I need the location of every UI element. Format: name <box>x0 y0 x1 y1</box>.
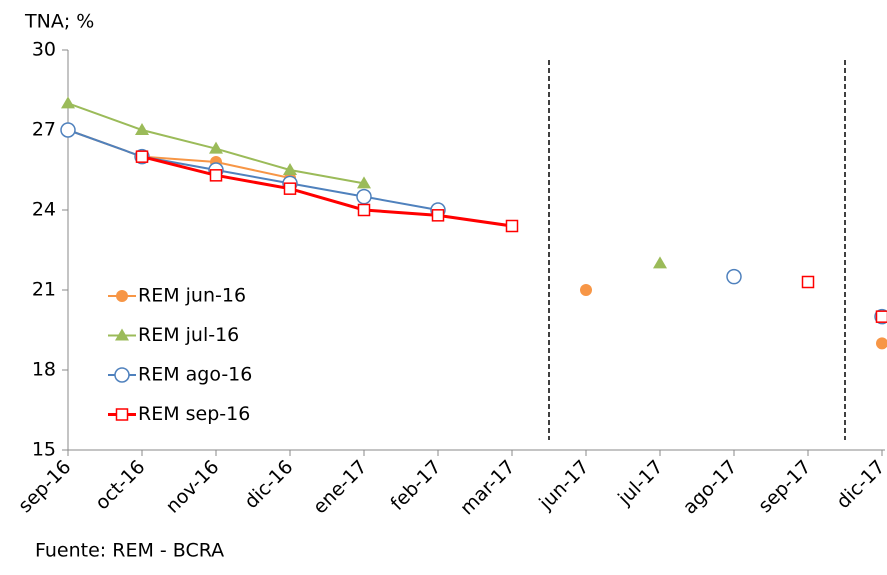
point <box>61 96 75 109</box>
x-tick-label: dic-17 <box>832 456 887 513</box>
legend-label: REM ago-16 <box>138 364 252 386</box>
point <box>357 176 371 189</box>
y-tick-label: 27 <box>32 119 56 141</box>
legend-item: REM jul-16 <box>108 324 239 346</box>
y-tick-label: 21 <box>32 279 56 301</box>
x-tick-label: nov-16 <box>162 456 224 518</box>
legend-item: REM ago-16 <box>108 364 252 386</box>
point <box>283 163 297 175</box>
point <box>115 328 129 341</box>
x-tick-label: sep-16 <box>14 456 75 517</box>
chart-title: TNA; % <box>24 11 94 33</box>
point <box>876 337 887 350</box>
point <box>209 141 223 154</box>
point <box>801 275 815 289</box>
legend-item: REM jun-16 <box>108 285 246 307</box>
point <box>431 209 445 222</box>
x-tick-label: mar-17 <box>456 456 519 519</box>
point <box>875 310 887 323</box>
y-tick-label: 15 <box>32 439 56 461</box>
point <box>135 123 149 135</box>
point <box>580 284 592 296</box>
point <box>505 219 519 233</box>
x-tick-label: ene-17 <box>309 456 372 519</box>
legend-label: REM sep-16 <box>138 403 250 425</box>
point <box>726 268 742 285</box>
point <box>283 182 297 195</box>
x-tick-label: ago-17 <box>679 456 742 519</box>
legend-label: REM jun-16 <box>138 285 246 307</box>
point <box>356 188 372 205</box>
point <box>60 122 76 138</box>
x-tick-label: sep-17 <box>754 456 815 517</box>
series-line <box>67 129 291 179</box>
x-tick-label: oct-16 <box>91 456 149 514</box>
series-line <box>141 155 513 228</box>
y-tick-label: 30 <box>32 39 56 61</box>
legend-label: REM jul-16 <box>138 324 239 346</box>
point <box>135 150 149 163</box>
point <box>209 169 223 182</box>
source-note: Fuente: REM - BCRA <box>35 540 224 562</box>
x-tick-label: jun-17 <box>534 456 593 515</box>
point <box>114 367 130 383</box>
x-tick-label: feb-17 <box>386 456 445 515</box>
y-tick-label: 24 <box>32 199 56 221</box>
legend-item: REM sep-16 <box>108 403 250 425</box>
x-tick-label: jul-17 <box>613 456 667 510</box>
point <box>115 408 129 421</box>
point <box>653 256 667 269</box>
series-line <box>67 129 439 211</box>
x-tick-label: dic-16 <box>240 456 297 513</box>
point <box>357 203 371 217</box>
y-tick-label: 18 <box>32 359 56 381</box>
point <box>116 290 128 302</box>
